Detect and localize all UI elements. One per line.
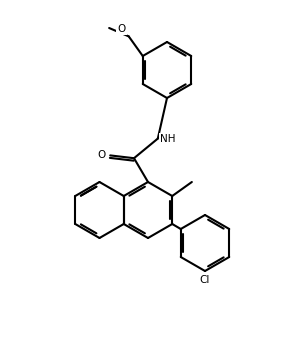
Text: O: O	[97, 150, 105, 161]
Text: O: O	[117, 24, 126, 34]
Text: NH: NH	[160, 134, 175, 144]
Text: Cl: Cl	[200, 275, 210, 285]
